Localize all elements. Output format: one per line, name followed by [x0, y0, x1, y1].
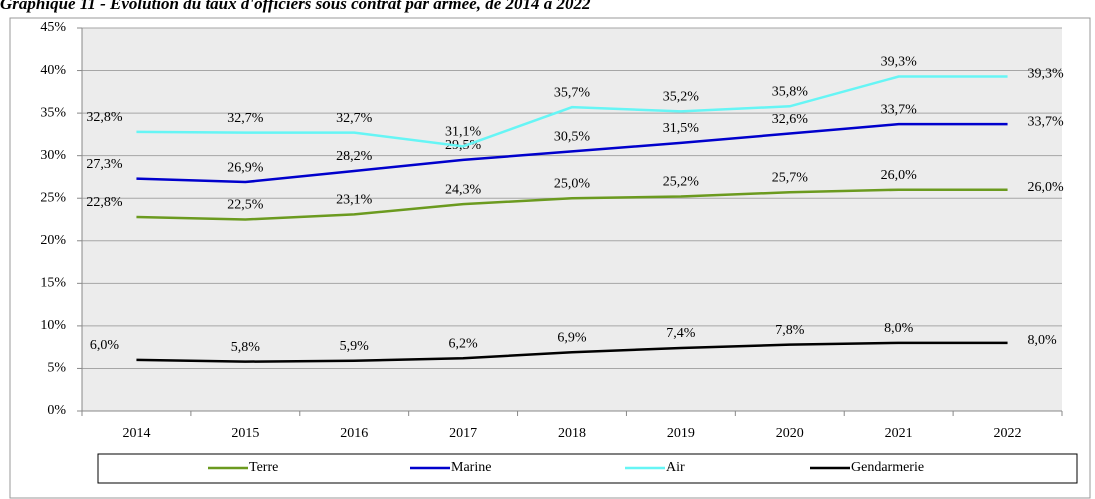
- y-tick-label: 30%: [40, 148, 66, 163]
- data-label: 25,0%: [554, 176, 591, 191]
- data-label: 7,8%: [775, 323, 805, 338]
- data-label: 31,1%: [445, 125, 482, 140]
- x-tick-label: 2017: [449, 426, 477, 441]
- x-tick-label: 2018: [558, 426, 586, 441]
- data-label: 7,4%: [666, 326, 696, 341]
- data-label: 35,2%: [663, 90, 700, 105]
- x-tick-label: 2019: [667, 426, 695, 441]
- data-label: 5,9%: [340, 339, 370, 354]
- chart-title: Graphique 11 - Évolution du taux d'offic…: [0, 0, 591, 13]
- y-tick-label: 0%: [47, 403, 66, 418]
- data-label: 35,8%: [772, 85, 809, 100]
- y-tick-label: 35%: [40, 105, 66, 120]
- x-tick-label: 2015: [231, 426, 259, 441]
- data-label: 6,9%: [557, 330, 587, 345]
- data-label: 39,3%: [1028, 67, 1065, 82]
- legend: [97, 453, 1078, 484]
- x-tick-label: 2021: [885, 426, 913, 441]
- data-label: 22,8%: [86, 195, 123, 210]
- data-label: 8,0%: [1028, 333, 1058, 348]
- data-label: 27,3%: [86, 157, 123, 172]
- series-line: [136, 188, 1008, 221]
- y-tick-label: 15%: [40, 276, 66, 291]
- data-label: 22,5%: [227, 198, 264, 213]
- data-label: 30,5%: [554, 130, 591, 145]
- y-tick-label: 10%: [40, 318, 66, 333]
- y-tick-label: 45%: [40, 20, 66, 35]
- legend-label: Terre: [249, 460, 278, 475]
- data-label: 31,5%: [663, 121, 700, 136]
- data-label: 6,2%: [449, 336, 479, 351]
- data-label: 33,7%: [1028, 114, 1065, 129]
- data-label: 32,6%: [772, 112, 809, 127]
- legend-label: Gendarmerie: [851, 460, 924, 475]
- data-label: 26,0%: [881, 168, 918, 183]
- legend-label: Air: [666, 460, 685, 475]
- x-tick-label: 2020: [776, 426, 804, 441]
- data-label: 25,7%: [772, 170, 809, 185]
- legend-label: Marine: [451, 460, 491, 475]
- data-label: 25,2%: [663, 175, 700, 190]
- data-label: 33,7%: [881, 102, 918, 117]
- data-label: 24,3%: [445, 182, 482, 197]
- series-line: [136, 75, 1008, 148]
- series-line: [136, 122, 1008, 184]
- y-tick-label: 25%: [40, 190, 66, 205]
- data-label: 23,1%: [336, 193, 373, 208]
- data-label: 28,2%: [336, 149, 373, 164]
- data-label: 26,9%: [227, 160, 264, 175]
- x-tick-label: 2014: [122, 426, 150, 441]
- y-tick-label: 20%: [40, 233, 66, 248]
- data-label: 32,7%: [227, 111, 264, 126]
- data-label: 8,0%: [884, 321, 914, 336]
- data-label: 26,0%: [1028, 180, 1065, 195]
- data-label: 35,7%: [554, 85, 591, 100]
- series-line: [136, 341, 1008, 363]
- data-label: 6,0%: [90, 338, 120, 353]
- x-tick-label: 2022: [994, 426, 1022, 441]
- data-label: 5,8%: [231, 340, 261, 355]
- y-tick-label: 5%: [47, 361, 66, 376]
- data-label: 32,7%: [336, 111, 373, 126]
- y-tick-label: 40%: [40, 63, 66, 78]
- data-label: 39,3%: [881, 55, 918, 70]
- x-tick-label: 2016: [340, 426, 368, 441]
- data-label: 32,8%: [86, 110, 123, 125]
